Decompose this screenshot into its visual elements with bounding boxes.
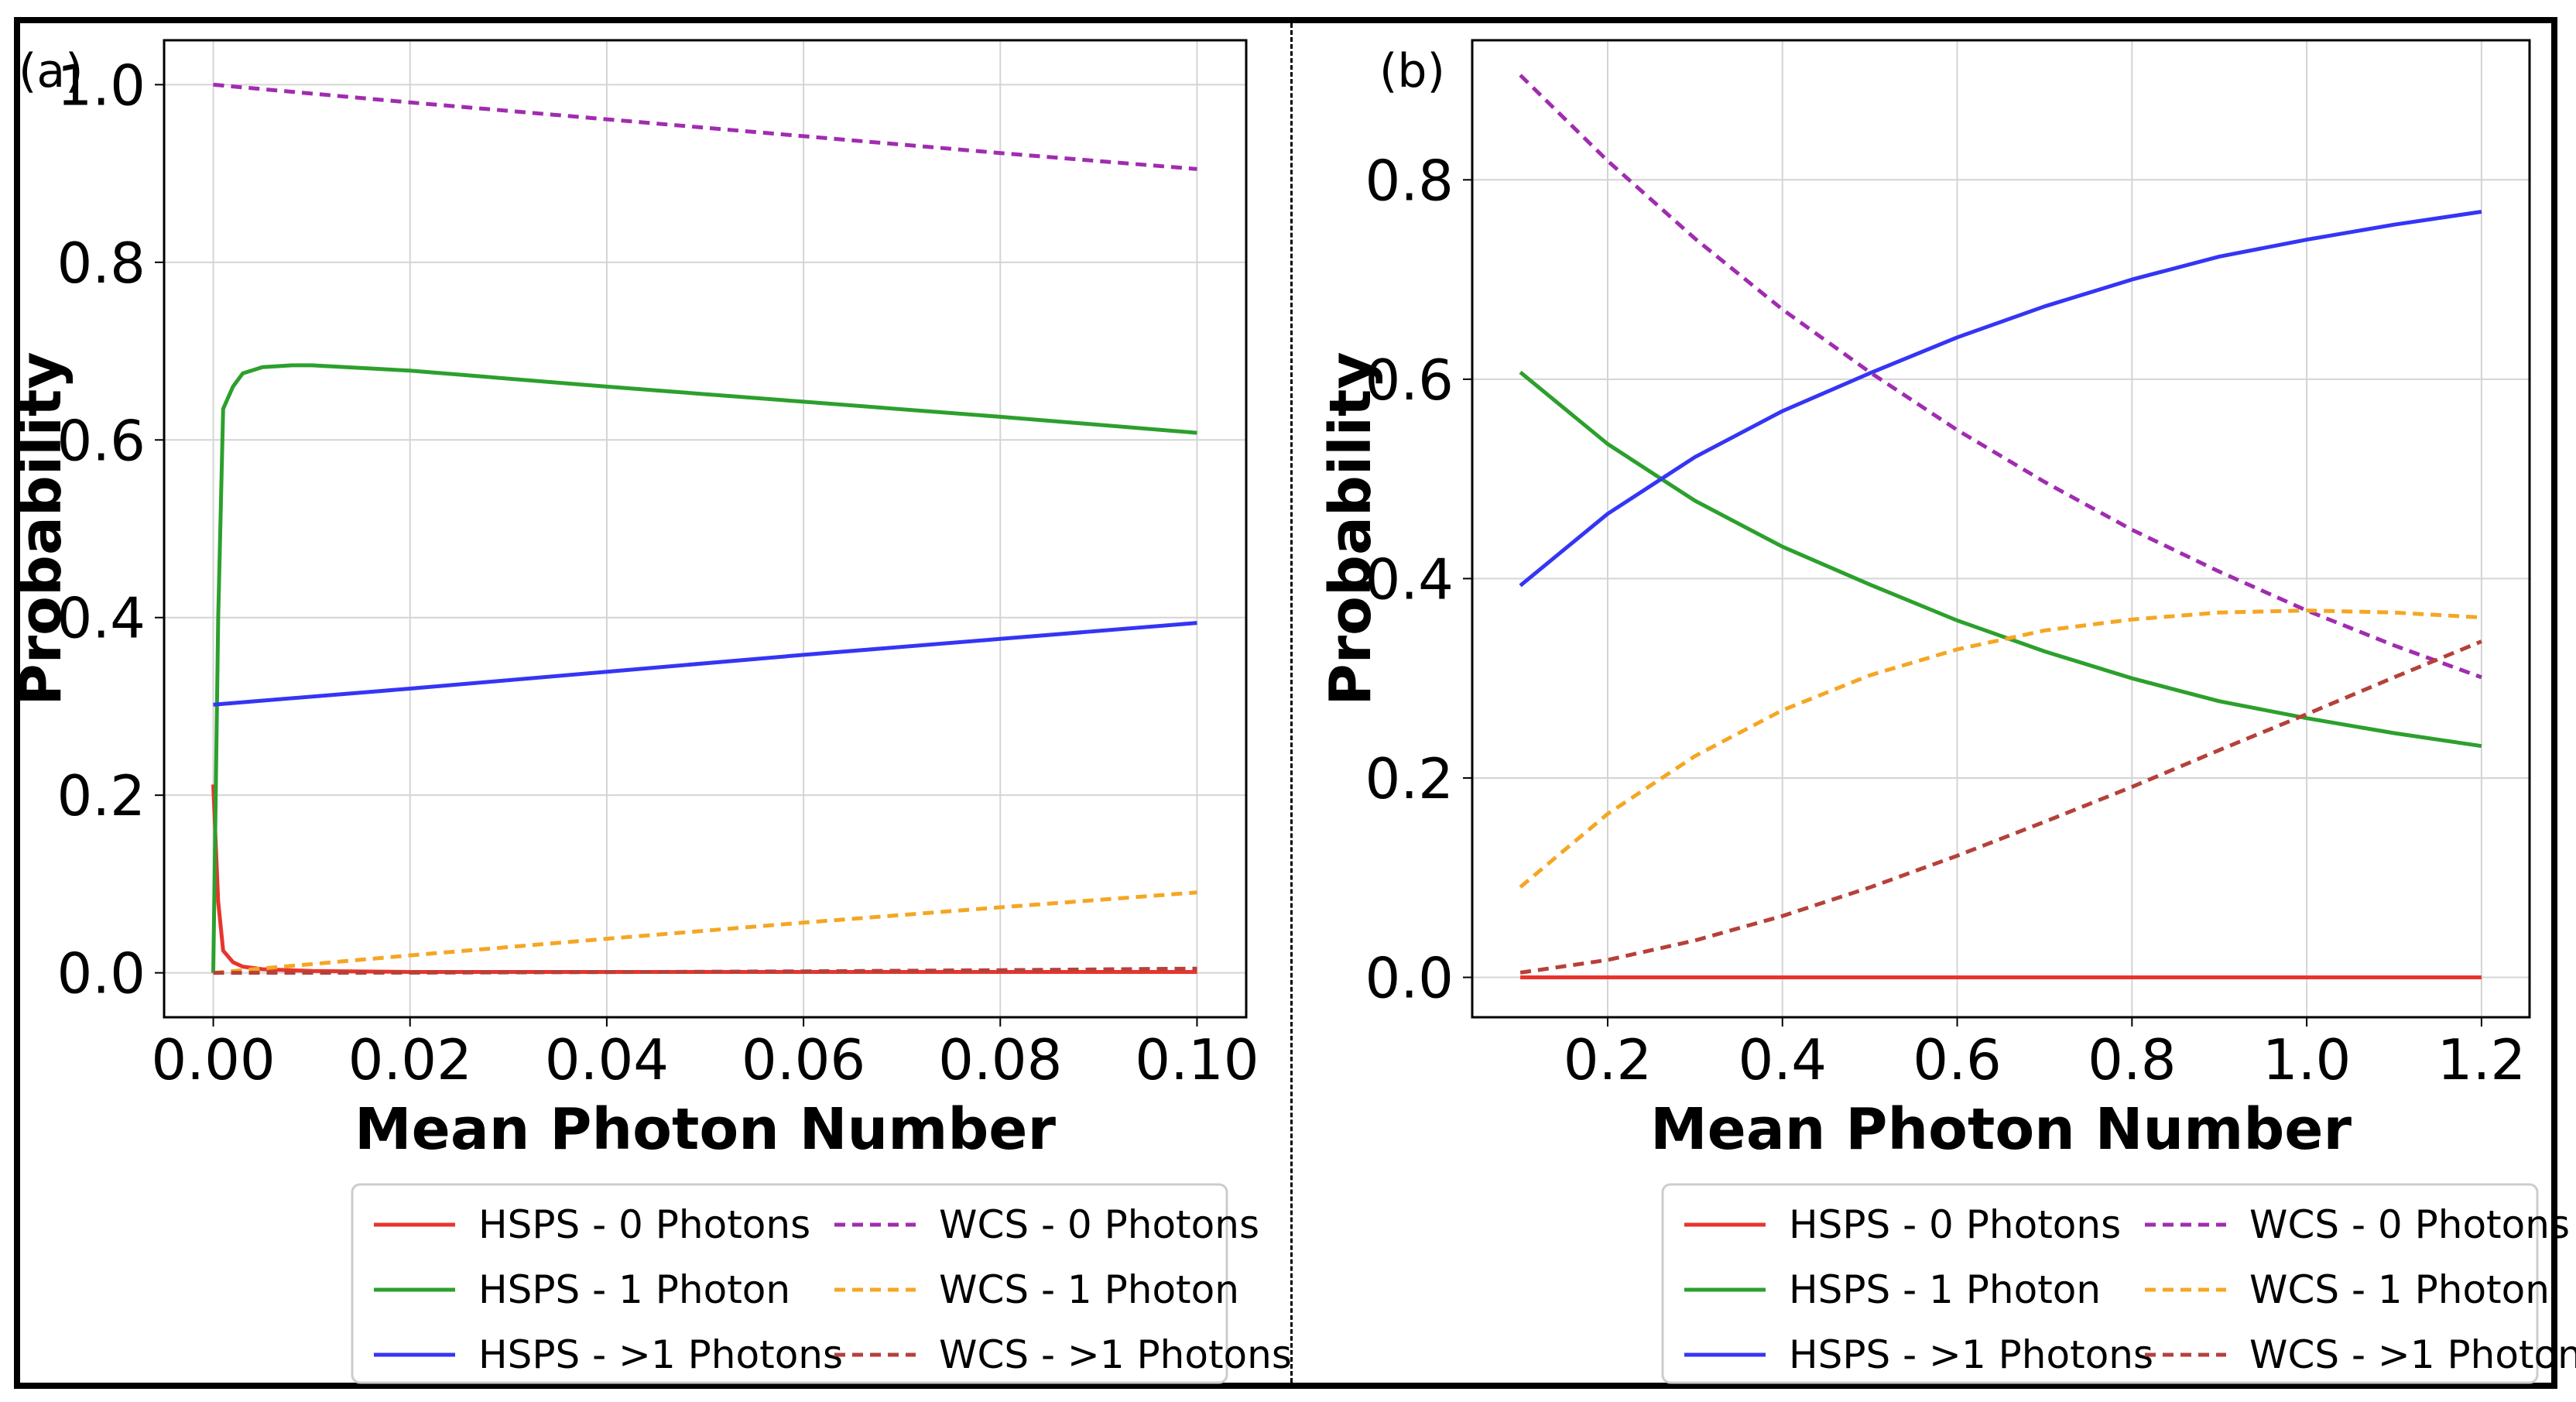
y-axis-label: Probability <box>8 351 74 705</box>
x-tick-label: 0.6 <box>1913 1027 2002 1092</box>
y-tick-label: 0.2 <box>1365 746 1454 811</box>
legend-entry-label: HSPS - >1 Photons <box>478 1332 843 1377</box>
legend-entry-label: WCS - 1 Photon <box>2249 1267 2550 1312</box>
x-tick-label: 0.00 <box>151 1027 275 1092</box>
y-tick-label: 1.0 <box>57 53 146 118</box>
figure-frame <box>14 17 2557 1389</box>
series-line <box>1519 210 2482 588</box>
plot-area-frame <box>163 39 1248 1019</box>
x-tick-label: 1.0 <box>2263 1027 2352 1092</box>
y-tick-label: 0.8 <box>1365 148 1454 213</box>
series-line <box>213 966 1197 975</box>
y-tick-label: 0.6 <box>1365 348 1454 413</box>
x-tick-label: 1.2 <box>2437 1027 2526 1092</box>
series-line <box>1519 639 2482 975</box>
x-axis-label: Mean Photon Number <box>355 1096 1057 1163</box>
series-line <box>213 82 1197 171</box>
y-tick-label: 0.6 <box>57 408 146 473</box>
legend-entry-label: HSPS - 0 Photons <box>478 1202 810 1247</box>
legend-entry-label: HSPS - >1 Photons <box>1789 1332 2153 1377</box>
x-axis-label: Mean Photon Number <box>1650 1096 2352 1163</box>
y-tick-label: 0.8 <box>57 231 146 296</box>
x-tick-label: 0.8 <box>2088 1027 2177 1092</box>
series-line <box>211 784 1197 974</box>
y-tick-label: 0.0 <box>57 941 146 1006</box>
y-tick-label: 0.4 <box>1365 547 1454 612</box>
y-tick-label: 0.2 <box>57 763 146 828</box>
legend-entry-label: HSPS - 1 Photon <box>478 1267 790 1312</box>
panel-divider <box>1290 23 1293 1383</box>
panel-b-label: (b) <box>1379 44 1445 98</box>
panel-a-label: (a) <box>19 44 84 98</box>
legend: HSPS - 0 Photons HSPS - 1 Photon HSPS - >1… <box>1661 1183 2576 1384</box>
series-line <box>213 890 1197 975</box>
legend-box <box>351 1183 1228 1384</box>
legend-entry-label: WCS - 0 Photons <box>2249 1202 2570 1247</box>
legend-entry-label: WCS - 1 Photon <box>939 1267 1239 1312</box>
series-line <box>211 363 1197 973</box>
series-line <box>213 621 1197 707</box>
x-tick-label: 0.02 <box>348 1027 472 1092</box>
x-tick-label: 0.2 <box>1564 1027 1653 1092</box>
legend-entry-label: WCS - >1 Photons <box>2249 1332 2576 1377</box>
legend-entry-label: HSPS - 1 Photon <box>1789 1267 2101 1312</box>
legend-entry-label: HSPS - 0 Photons <box>1789 1202 2121 1247</box>
x-tick-label: 0.4 <box>1738 1027 1828 1092</box>
legend: HSPS - 0 Photons HSPS - 1 Photon HSPS - >1… <box>351 1183 1292 1384</box>
y-tick-label: 0.0 <box>1365 945 1454 1010</box>
legend-entry-label: WCS - 0 Photons <box>939 1202 1259 1247</box>
legend-box <box>1661 1183 2539 1384</box>
series-line <box>1519 608 2482 889</box>
panel-a: 0.00 0.02 0.04 0.06 0.08 0.10 0.0 0.2 0.4 0.6 0.8 1… <box>8 39 1292 1384</box>
x-tick-label: 0.10 <box>1135 1027 1259 1092</box>
legend-entry-label: WCS - >1 Photons <box>939 1332 1292 1377</box>
y-axis-label: Probability <box>1317 351 1384 705</box>
x-tick-label: 0.08 <box>938 1027 1062 1092</box>
x-tick-label: 0.04 <box>545 1027 669 1092</box>
series-line <box>1519 74 2482 680</box>
y-tick-label: 0.4 <box>57 586 146 651</box>
x-tick-label: 0.06 <box>742 1027 865 1092</box>
plot-area-frame <box>1471 39 2531 1019</box>
series-line <box>1519 370 2482 749</box>
